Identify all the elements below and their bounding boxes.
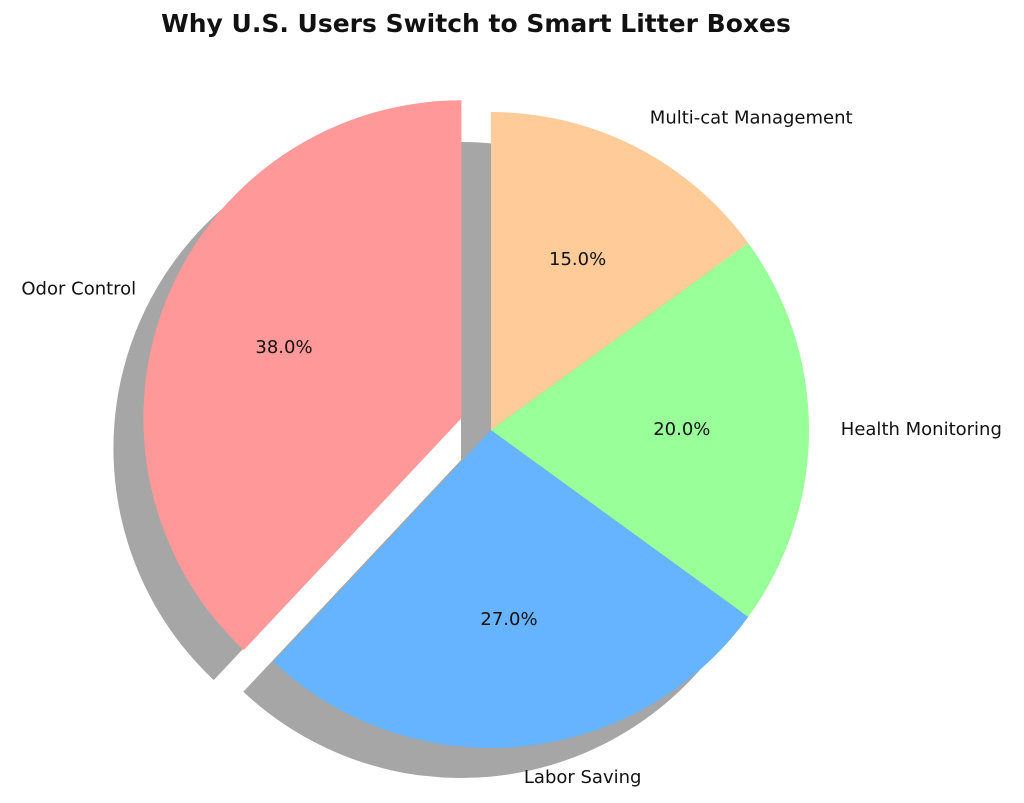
pie-slices bbox=[143, 100, 810, 749]
slice-odor-control bbox=[143, 100, 462, 651]
slice-labels: Odor Control 38.0% Labor Saving 27.0% Health… bbox=[21, 107, 1001, 788]
value-label-odor-control: 38.0% bbox=[255, 337, 312, 358]
label-health-monitoring: Health Monitoring bbox=[841, 419, 1002, 440]
slice-health-monitoring bbox=[491, 243, 810, 617]
value-label-multi-cat-management: 15.0% bbox=[549, 249, 606, 270]
label-labor-saving: Labor Saving bbox=[524, 767, 642, 788]
chart-title: Why U.S. Users Switch to Smart Litter Bo… bbox=[161, 9, 791, 38]
label-odor-control: Odor Control bbox=[21, 279, 136, 300]
slice-multi-cat-management bbox=[491, 111, 749, 431]
label-multi-cat-management: Multi-cat Management bbox=[650, 107, 853, 128]
value-label-health-monitoring: 20.0% bbox=[653, 419, 710, 440]
slice-labor-saving bbox=[273, 430, 749, 749]
value-label-labor-saving: 27.0% bbox=[480, 609, 537, 630]
